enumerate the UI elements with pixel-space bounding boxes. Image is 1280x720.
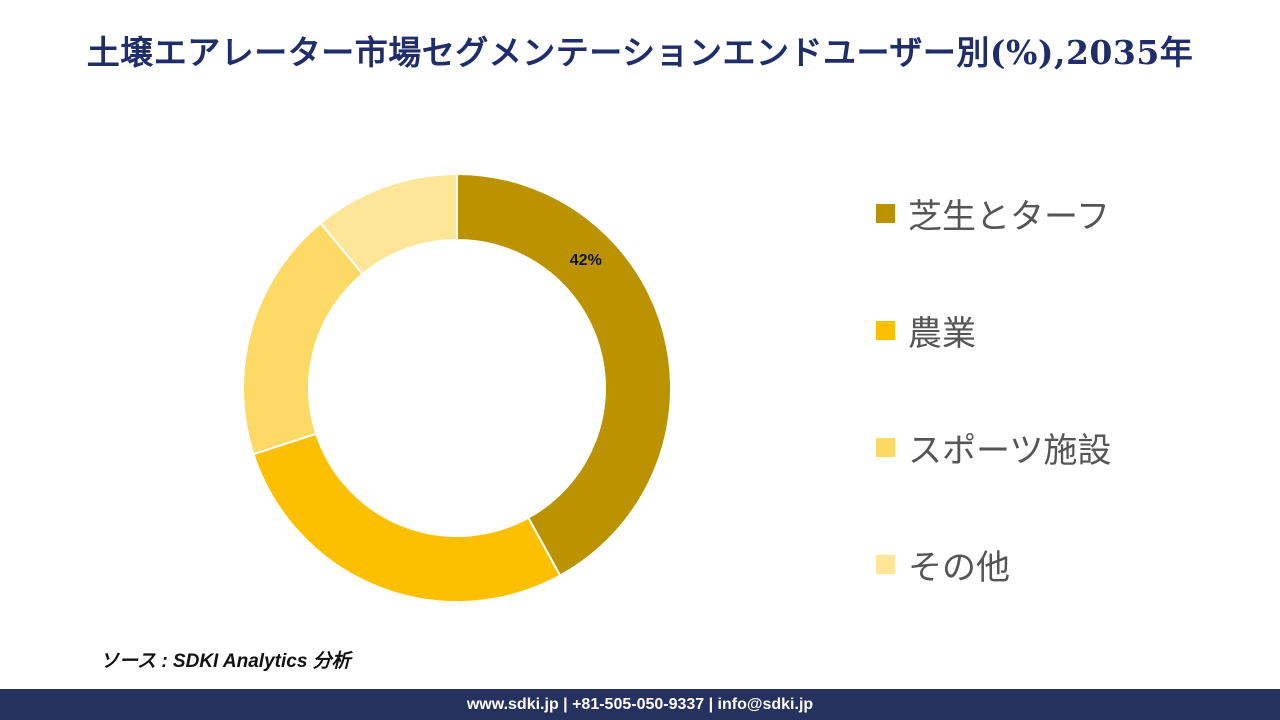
legend-swatch-2 <box>876 320 895 340</box>
data-label-1: 42% <box>570 252 602 269</box>
donut-chart: 42% <box>242 172 672 603</box>
donut-slice-3 <box>242 221 365 456</box>
legend-label-1: 芝生とターフ <box>908 196 1110 237</box>
legend-item-2: 農業 <box>876 307 1256 354</box>
legend-item-4: その他 <box>876 541 1256 588</box>
donut-slice-4 <box>319 172 458 276</box>
chart-legend: 芝生とターフ 農業スポーツ施設 その他 <box>876 190 1256 658</box>
chart-title: 土壌エアレーター市場セグメンテーションエンドユーザー別(%),2035年 <box>86 33 1194 72</box>
source-note: ソース : SDKI Analytics 分析 <box>100 651 351 672</box>
donut-slice-1 <box>456 172 672 577</box>
legend-swatch-1 <box>876 203 895 223</box>
legend-label-4: その他 <box>908 547 1010 588</box>
legend-item-3: スポーツ施設 <box>876 424 1256 471</box>
footer-bar: www.sdki.jp | +81-505-050-9337 | info@sd… <box>0 689 1280 720</box>
legend-label-3: スポーツ施設 <box>908 430 1112 471</box>
legend-swatch-4 <box>876 554 895 574</box>
donut-slice-2 <box>252 432 562 603</box>
legend-label-2: 農業 <box>908 313 976 354</box>
legend-swatch-3 <box>876 437 895 457</box>
legend-item-1: 芝生とターフ <box>876 190 1256 237</box>
